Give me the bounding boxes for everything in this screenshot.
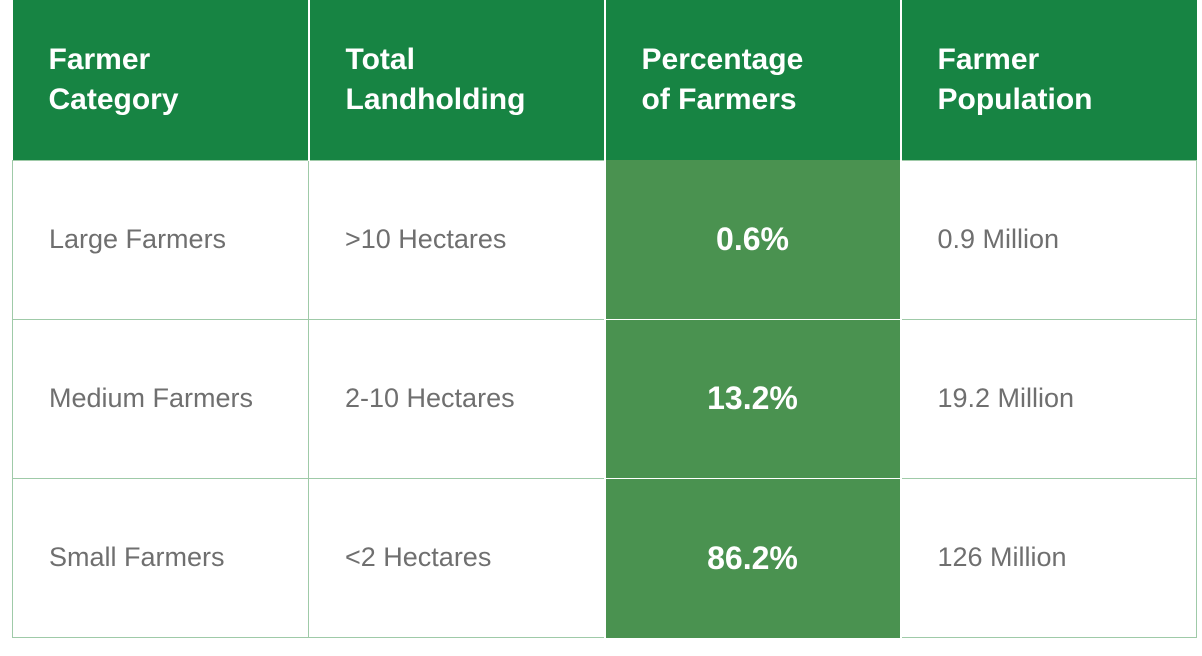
cell-category: Large Farmers: [12, 159, 309, 320]
percentage-value: 86.2%: [707, 539, 798, 576]
cell-percentage: 0.6%: [603, 160, 902, 320]
table-header: Farmer Category Total Landholding Percen…: [12, 0, 1197, 160]
header-farmer-category: Farmer Category: [12, 0, 310, 160]
cell-category: Small Farmers: [12, 477, 309, 639]
cell-category: Medium Farmers: [12, 318, 309, 479]
header-farmer-population: Farmer Population: [899, 0, 1197, 160]
cell-percentage: 13.2%: [603, 318, 902, 479]
header-line: Farmer: [937, 42, 1040, 76]
header-line: of Farmers: [641, 83, 797, 116]
header-percentage-of-farmers: Percentage of Farmers: [603, 0, 902, 160]
table-row: Small Farmers <2 Hectares 86.2% 126 Mill…: [12, 477, 1197, 639]
header-line: Category: [48, 82, 179, 116]
cell-landholding: 2-10 Hectares: [308, 318, 605, 479]
header-line: Percentage: [641, 43, 804, 76]
cell-population: 126 Million: [900, 477, 1197, 639]
cell-population: 19.2 Million: [900, 318, 1197, 479]
cell-landholding: <2 Hectares: [308, 477, 605, 639]
table-row: Large Farmers >10 Hectares 0.6% 0.9 Mill…: [12, 159, 1197, 320]
header-line: Landholding: [345, 82, 526, 116]
table-body: Large Farmers >10 Hectares 0.6% 0.9 Mill…: [12, 159, 1197, 639]
header-total-landholding: Total Landholding: [307, 0, 606, 160]
header-line: Total: [345, 42, 415, 76]
percentage-value: 0.6%: [716, 220, 789, 257]
header-line: Farmer: [48, 42, 151, 76]
header-row: Farmer Category Total Landholding Percen…: [12, 0, 1197, 160]
cell-landholding: >10 Hectares: [308, 159, 605, 320]
cell-percentage: 86.2%: [603, 477, 902, 638]
header-line: Population: [937, 82, 1093, 116]
table-row: Medium Farmers 2-10 Hectares 13.2% 19.2 …: [12, 318, 1197, 479]
cell-population: 0.9 Million: [900, 159, 1197, 320]
farmer-data-table: Farmer Category Total Landholding Percen…: [12, 0, 1197, 639]
percentage-value: 13.2%: [707, 380, 798, 417]
